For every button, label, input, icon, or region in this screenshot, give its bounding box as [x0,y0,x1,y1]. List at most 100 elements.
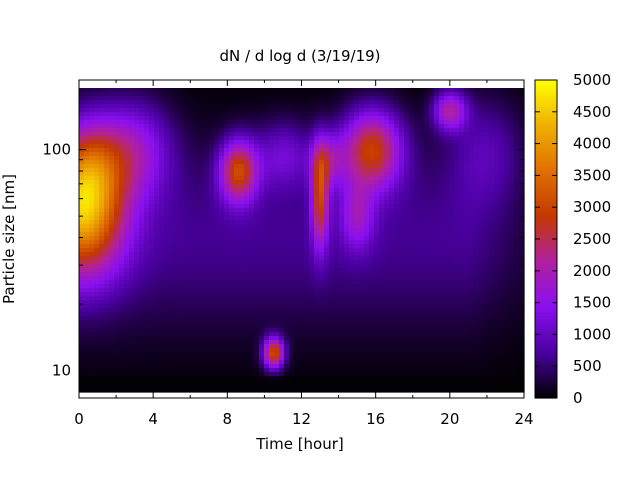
heatmap-cell [314,148,320,153]
heatmap-cell [374,380,380,385]
heatmap-cell [399,244,405,249]
heatmap-cell [379,112,385,117]
heatmap-cell [114,276,120,281]
heatmap-cell [374,376,380,381]
heatmap-cell [284,180,290,185]
heatmap-cell [94,108,100,113]
heatmap-cell [254,156,260,161]
heatmap-cell [214,276,220,281]
heatmap-cell [179,380,185,385]
heatmap-cell [259,388,265,393]
heatmap-cell [94,388,100,393]
heatmap-cell [84,100,90,105]
heatmap-cell [194,244,200,249]
heatmap-cell [149,160,155,165]
heatmap-cell [249,204,255,209]
heatmap-cell [254,136,260,141]
heatmap-cell [244,332,250,337]
heatmap-cell [164,208,170,213]
heatmap-cell [154,340,160,345]
heatmap-cell [324,164,330,169]
heatmap-cell [204,144,210,149]
heatmap-cell [279,368,285,373]
heatmap-cell [284,264,290,269]
heatmap-cell [219,216,225,221]
heatmap-cell [79,328,85,333]
heatmap-cell [199,264,205,269]
heatmap-cell [149,232,155,237]
heatmap-cell [254,224,260,229]
heatmap-cell [109,116,115,121]
heatmap-cell [384,268,390,273]
heatmap-cell [319,384,325,389]
heatmap-cell [124,148,130,153]
heatmap-cell [164,196,170,201]
heatmap-cell [329,276,335,281]
heatmap-cell [234,364,240,369]
heatmap-cell [99,248,105,253]
heatmap-cell [279,340,285,345]
heatmap-cell [164,168,170,173]
heatmap-cell [344,384,350,389]
heatmap-cell [344,248,350,253]
heatmap-cell [94,380,100,385]
heatmap-cell [154,120,160,125]
heatmap-cell [299,352,305,357]
heatmap-cell [164,252,170,257]
heatmap-cell [139,116,145,121]
heatmap-cell [199,152,205,157]
heatmap-cell [159,88,165,93]
heatmap-cell [119,320,125,325]
heatmap-cell [169,220,175,225]
heatmap-cell [159,104,165,109]
heatmap-cell [344,168,350,173]
heatmap-cell [244,264,250,269]
heatmap-cell [299,376,305,381]
heatmap-cell [364,224,370,229]
heatmap-cell [249,128,255,133]
heatmap-cell [369,148,375,153]
heatmap-cell [139,336,145,341]
heatmap-cell [129,140,135,145]
heatmap-cell [284,272,290,277]
heatmap-cell [194,332,200,337]
heatmap-cell [114,132,120,137]
heatmap-cell [229,276,235,281]
heatmap-cell [269,188,275,193]
heatmap-cell [244,272,250,277]
heatmap-cell [109,100,115,105]
heatmap-cell [404,248,410,253]
heatmap-cell [239,340,245,345]
heatmap-cell [299,232,305,237]
heatmap-cell [304,220,310,225]
heatmap-cell [374,156,380,161]
heatmap-cell [389,304,395,309]
heatmap-cell [339,344,345,349]
heatmap-cell [369,168,375,173]
heatmap-cell [89,144,95,149]
heatmap-cell [129,168,135,173]
heatmap-cell [259,104,265,109]
heatmap-cell [149,236,155,241]
heatmap-cell [139,144,145,149]
heatmap-cell [164,184,170,189]
heatmap-cell [244,356,250,361]
heatmap-cell [374,360,380,365]
heatmap-cell [154,216,160,221]
heatmap-cell [89,352,95,357]
heatmap-cell [94,336,100,341]
heatmap-cell [259,132,265,137]
heatmap-cell [299,280,305,285]
heatmap-cell [209,276,215,281]
heatmap-cell [109,284,115,289]
heatmap-cell [174,260,180,265]
heatmap-cell [334,156,340,161]
heatmap-cell [164,380,170,385]
heatmap-cell [214,132,220,137]
heatmap-cell [364,244,370,249]
heatmap-cell [344,212,350,217]
heatmap-cell [364,176,370,181]
heatmap-cell [149,168,155,173]
heatmap-cell [379,248,385,253]
heatmap-cell [349,264,355,269]
